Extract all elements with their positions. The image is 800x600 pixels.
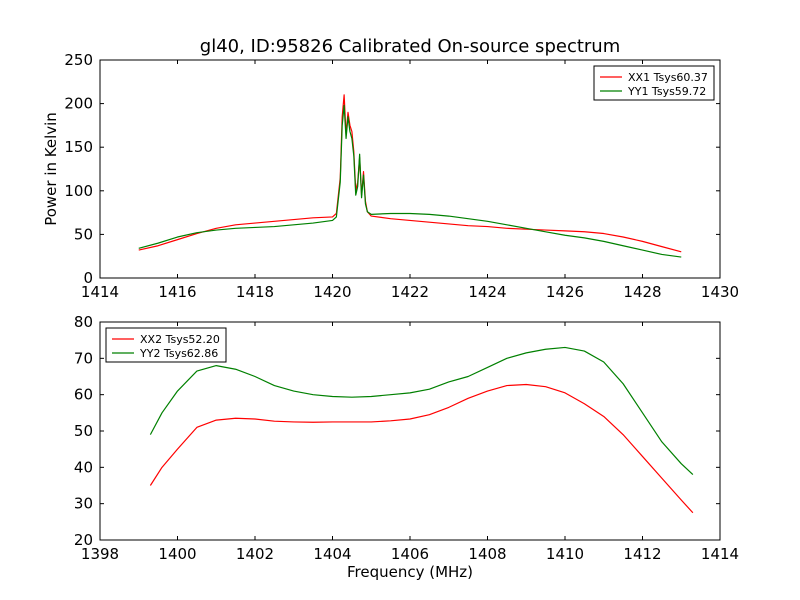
x-tick-label: 1414: [81, 283, 119, 301]
x-tick-label: 1402: [236, 545, 274, 563]
y-tick-label: 50: [74, 225, 93, 243]
y-tick-label: 250: [64, 51, 93, 69]
y-tick-label: 150: [64, 138, 93, 156]
x-tick-label: 1430: [701, 283, 739, 301]
x-tick-label: 1426: [546, 283, 584, 301]
y-tick-label: 60: [74, 386, 93, 404]
y-tick-label: 50: [74, 422, 93, 440]
x-tick-label: 1408: [468, 545, 506, 563]
y-tick-label: 20: [74, 531, 93, 549]
x-tick-label: 1424: [468, 283, 506, 301]
y-tick-label: 200: [64, 95, 93, 113]
series-line-2: [149, 346, 694, 476]
x-tick-label: 1410: [546, 545, 584, 563]
legend-box: [593, 65, 715, 101]
x-tick-label: 1412: [623, 545, 661, 563]
top-spectrum-panel: 1414 1416 1418 1420 1422 1424 1426 1428 1430 0 50 1…: [42, 36, 739, 301]
y-tick-label: 70: [74, 349, 93, 367]
x-tick-label: 1404: [313, 545, 351, 563]
x-tick-label: 1418: [236, 283, 274, 301]
legend-label: YY2 Tsys62.86: [139, 347, 218, 360]
y-tick-label: 80: [74, 313, 93, 331]
y-tick-label: 30: [74, 495, 93, 513]
y-axis-label: Power in Kelvin: [42, 112, 60, 226]
series-line-1: [149, 383, 694, 514]
x-axis-label: Frequency (MHz): [347, 563, 473, 581]
chart-title: gl40, ID:95826 Calibrated On-source spec…: [200, 36, 620, 57]
x-tick-label: 1400: [158, 545, 196, 563]
x-tick-label: 1420: [313, 283, 351, 301]
bottom-spectrum-panel: 1398 1400 1402 1404 1406 1408 1410 1412 1414 20 30…: [74, 313, 739, 581]
y-tick-label: 100: [64, 182, 93, 200]
x-tick-label: 1414: [701, 545, 739, 563]
x-tick-label: 1422: [391, 283, 429, 301]
x-tick-label: 1428: [623, 283, 661, 301]
y-tick-label: 40: [74, 458, 93, 476]
legend-label: XX2 Tsys52.20: [140, 333, 220, 346]
x-tick-label: 1398: [81, 545, 119, 563]
legend-box: [105, 327, 227, 363]
x-tick-label: 1416: [158, 283, 196, 301]
x-tick-label: 1406: [391, 545, 429, 563]
series-line-2: [138, 104, 682, 258]
y-tick-label: 0: [83, 269, 93, 287]
series-line-1: [138, 94, 682, 253]
legend-label: YY1 Tsys59.72: [627, 85, 706, 98]
legend-label: XX1 Tsys60.37: [628, 71, 708, 84]
